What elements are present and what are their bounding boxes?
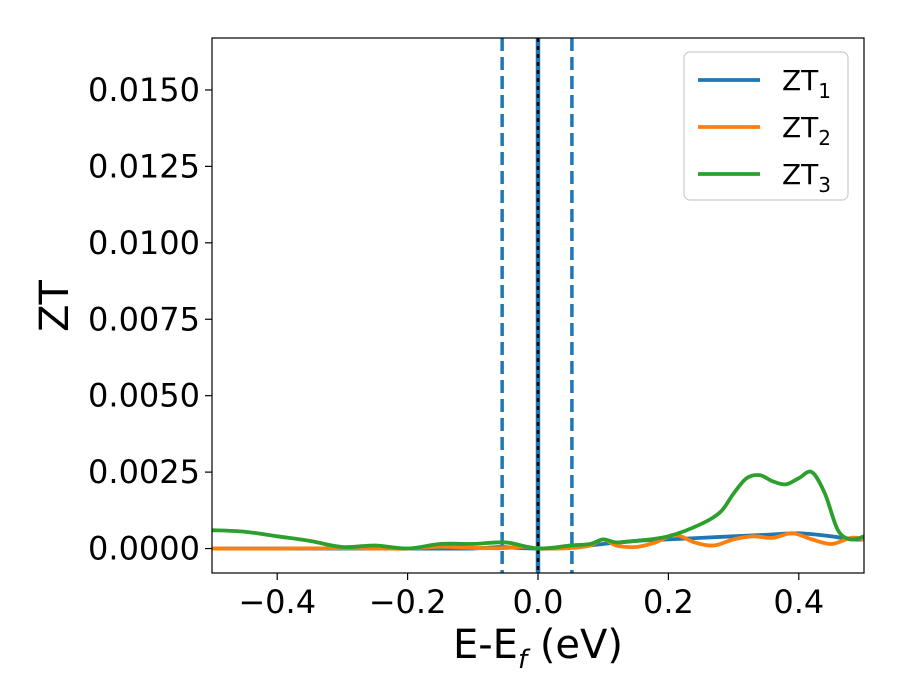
y-axis-title: ZT — [32, 280, 78, 332]
y-tick-label: 0.0100 — [88, 224, 200, 262]
series-line-zt3 — [212, 469, 864, 551]
x-tick-label: 0.0 — [513, 583, 564, 621]
legend-label: ZT1 — [782, 64, 831, 103]
x-axis-title-tail: (eV) — [527, 622, 623, 668]
y-axis: 0.0000 0.0025 0.0050 0.0075 0.0100 0.0125 0.01… — [88, 71, 212, 568]
y-tick-label: 0.0150 — [88, 71, 200, 109]
x-tick-label: −0.4 — [238, 583, 316, 621]
x-tick-label: 0.2 — [643, 583, 694, 621]
y-tick-label: 0.0050 — [88, 377, 200, 415]
y-tick-label: 0.0125 — [88, 147, 200, 185]
legend-label: ZT3 — [782, 158, 831, 197]
legend: ZT1 ZT2 ZT3 — [683, 51, 849, 201]
reference-lines — [500, 38, 574, 573]
y-tick-label: 0.0025 — [88, 453, 200, 491]
legend-box — [683, 51, 849, 201]
legend-label: ZT2 — [782, 111, 831, 150]
y-tick-label: 0.0075 — [88, 300, 200, 338]
y-tick-label: 0.0000 — [88, 530, 200, 568]
x-axis-title-main: E-E — [453, 622, 518, 668]
x-axis-title: E-Ef (eV) — [453, 622, 623, 675]
series-lines — [212, 469, 864, 551]
x-axis: −0.4 −0.2 0.0 0.2 0.4 — [238, 573, 824, 621]
x-tick-label: 0.4 — [773, 583, 824, 621]
x-tick-label: −0.2 — [369, 583, 447, 621]
